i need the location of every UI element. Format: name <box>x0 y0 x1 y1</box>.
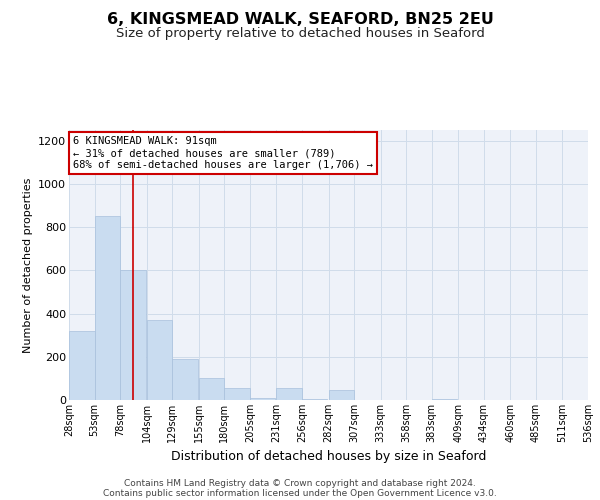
Bar <box>329 390 354 400</box>
Bar <box>199 378 224 400</box>
Y-axis label: Number of detached properties: Number of detached properties <box>23 178 32 352</box>
Bar <box>120 270 146 400</box>
Bar <box>277 388 302 400</box>
Text: Contains HM Land Registry data © Crown copyright and database right 2024.: Contains HM Land Registry data © Crown c… <box>124 478 476 488</box>
Bar <box>95 216 120 400</box>
Text: 6 KINGSMEAD WALK: 91sqm
← 31% of detached houses are smaller (789)
68% of semi-d: 6 KINGSMEAD WALK: 91sqm ← 31% of detache… <box>73 136 373 170</box>
Bar <box>431 399 457 400</box>
X-axis label: Distribution of detached houses by size in Seaford: Distribution of detached houses by size … <box>171 450 486 464</box>
Text: Size of property relative to detached houses in Seaford: Size of property relative to detached ho… <box>116 28 484 40</box>
Bar <box>224 388 250 400</box>
Bar <box>146 320 172 400</box>
Bar <box>302 399 328 400</box>
Text: 6, KINGSMEAD WALK, SEAFORD, BN25 2EU: 6, KINGSMEAD WALK, SEAFORD, BN25 2EU <box>107 12 493 28</box>
Text: Contains public sector information licensed under the Open Government Licence v3: Contains public sector information licen… <box>103 488 497 498</box>
Bar <box>250 398 275 400</box>
Bar <box>172 359 198 400</box>
Bar <box>69 331 95 400</box>
